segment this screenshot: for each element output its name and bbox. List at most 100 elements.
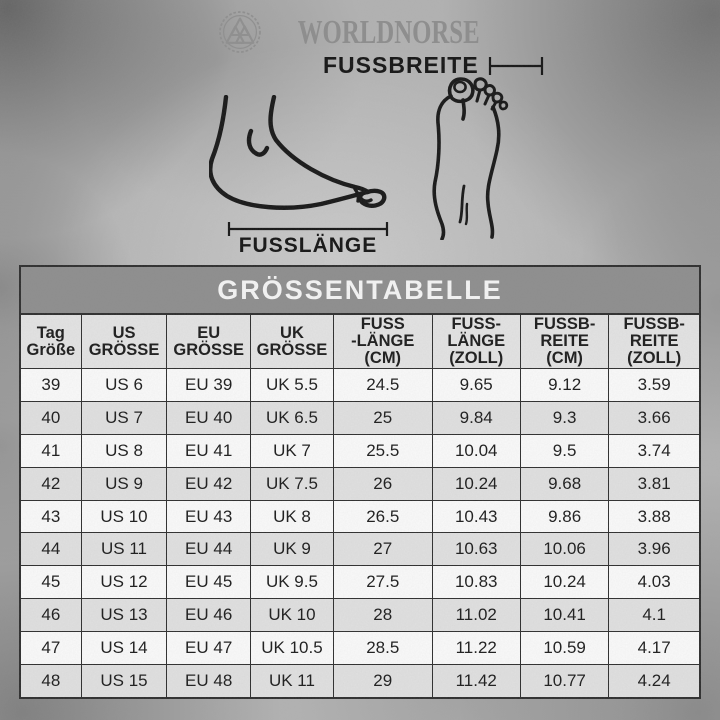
table-cell: 24.5 xyxy=(332,368,433,402)
table-cell: 9.84 xyxy=(431,400,521,435)
table-cell: 4.03 xyxy=(608,565,701,600)
brand-header: WORLDNORSE xyxy=(0,8,720,56)
table-cell: 11.42 xyxy=(431,664,521,699)
table-row-41: 41 US 8 EU 41 UK 7 25.5 10.04 9.5 3.74 xyxy=(19,433,701,468)
table-cell: 3.59 xyxy=(608,368,701,402)
table-cell: 26 xyxy=(332,466,433,501)
table-cell: 10.63 xyxy=(431,532,521,567)
table-row-45: 45 US 12 EU 45 UK 9.5 27.5 10.83 10.24 4.03 xyxy=(19,565,701,600)
table-cell: 26.5 xyxy=(332,499,433,534)
table-cell: 10.41 xyxy=(519,598,610,633)
table-cell: US 12 xyxy=(80,565,168,600)
table-cell: EU 45 xyxy=(166,565,251,600)
table-cell: 43 xyxy=(19,499,82,534)
column-header-tag-groesse: Tag Größe xyxy=(19,313,82,369)
table-cell: 44 xyxy=(19,532,82,567)
table-cell: 25 xyxy=(332,400,433,435)
table-cell: 28 xyxy=(332,598,433,633)
table-cell: 25.5 xyxy=(332,433,433,468)
valknut-icon xyxy=(218,11,261,53)
table-cell: UK 7 xyxy=(249,433,334,468)
column-header-us-groesse: US GRÖSSE xyxy=(80,313,168,369)
table-cell: 10.59 xyxy=(519,631,610,666)
table-cell: 28.5 xyxy=(332,631,433,666)
table-row-44: 44 US 11 EU 44 UK 9 27 10.63 10.06 3.96 xyxy=(19,532,701,567)
table-cell: US 14 xyxy=(80,631,168,666)
table-cell: EU 48 xyxy=(166,664,251,699)
table-cell: US 9 xyxy=(80,466,168,501)
table-cell: 10.24 xyxy=(431,466,521,501)
foot-length-label: FUSSLÄNGE xyxy=(238,234,378,257)
table-cell: 9.86 xyxy=(519,499,610,534)
table-cell: 9.65 xyxy=(431,368,521,402)
table-row-39: 39 US 6 EU 39 UK 5.5 24.5 9.65 9.12 3.59 xyxy=(19,368,701,402)
table-cell: 10.83 xyxy=(431,565,521,600)
foot-width-label: FUSSBREITE xyxy=(323,52,479,78)
table-cell: 4.24 xyxy=(608,664,701,699)
side-foot-illustration xyxy=(209,95,387,210)
table-cell: 10.77 xyxy=(519,664,610,699)
table-row-43: 43 US 10 EU 43 UK 8 26.5 10.43 9.86 3.88 xyxy=(19,499,701,534)
table-cell: EU 46 xyxy=(166,598,251,633)
brand-name: WORLDNORSE xyxy=(297,12,480,51)
table-cell: 9.3 xyxy=(519,400,610,435)
foot-width-annotation: FUSSBREITE xyxy=(323,52,545,79)
table-cell: 11.22 xyxy=(431,631,521,666)
size-table-grid: Tag Größe US GRÖSSE EU GRÖSSE UK GRÖSSE FUSS -LÄN… xyxy=(19,313,701,699)
table-cell: UK 8 xyxy=(249,499,334,534)
table-cell: UK 10 xyxy=(249,598,334,633)
column-header-fussbreite-zoll: FUSSB- REITE (ZOLL) xyxy=(608,313,701,369)
table-cell: 3.88 xyxy=(608,499,701,534)
top-foot-illustration xyxy=(432,77,509,240)
table-row-48: 48 US 15 EU 48 UK 11 29 11.42 10.77 4.24 xyxy=(19,664,701,699)
table-row-40: 40 US 7 EU 40 UK 6.5 25 9.84 9.3 3.66 xyxy=(19,400,701,435)
column-header-fusslaenge-cm: FUSS -LÄNGE (CM) xyxy=(332,313,433,369)
table-cell: 10.04 xyxy=(431,433,521,468)
table-cell: 4.17 xyxy=(608,631,701,666)
table-cell: EU 40 xyxy=(166,400,251,435)
table-cell: US 10 xyxy=(80,499,168,534)
table-cell: UK 5.5 xyxy=(249,368,334,402)
size-table-title: GRÖSSENTABELLE xyxy=(19,265,701,313)
table-cell: 3.66 xyxy=(608,400,701,435)
column-header-uk-groesse: UK GRÖSSE xyxy=(249,313,334,369)
table-cell: UK 10.5 xyxy=(249,631,334,666)
table-row-46: 46 US 13 EU 46 UK 10 28 11.02 10.41 4.1 xyxy=(19,598,701,633)
table-cell: 29 xyxy=(332,664,433,699)
table-cell: 46 xyxy=(19,598,82,633)
table-cell: US 7 xyxy=(80,400,168,435)
table-cell: UK 11 xyxy=(249,664,334,699)
table-cell: US 15 xyxy=(80,664,168,699)
table-cell: 9.68 xyxy=(519,466,610,501)
table-cell: 47 xyxy=(19,631,82,666)
column-header-fusslaenge-zoll: FUSS- LÄNGE (ZOLL) xyxy=(431,313,521,369)
table-cell: 48 xyxy=(19,664,82,699)
table-cell: US 13 xyxy=(80,598,168,633)
table-cell: US 8 xyxy=(80,433,168,468)
table-cell: EU 41 xyxy=(166,433,251,468)
column-header-eu-groesse: EU GRÖSSE xyxy=(166,313,251,369)
table-cell: US 11 xyxy=(80,532,168,567)
column-header-fussbreite-cm: FUSSB- REITE (CM) xyxy=(519,313,610,369)
size-table: GRÖSSENTABELLE Tag Größe US GRÖSSE EU GRÖSSE U… xyxy=(19,265,701,699)
table-cell: 10.43 xyxy=(431,499,521,534)
width-measure-bracket-icon xyxy=(488,56,543,75)
table-cell: 40 xyxy=(19,400,82,435)
table-cell: EU 43 xyxy=(166,499,251,534)
size-table-head-row: Tag Größe US GRÖSSE EU GRÖSSE UK GRÖSSE FUSS -LÄN… xyxy=(19,313,701,369)
table-row-47: 47 US 14 EU 47 UK 10.5 28.5 11.22 10.59 4.17 xyxy=(19,631,701,666)
table-cell: 41 xyxy=(19,433,82,468)
table-cell: 10.06 xyxy=(519,532,610,567)
table-cell: US 6 xyxy=(80,368,168,402)
table-cell: UK 7.5 xyxy=(249,466,334,501)
table-cell: 3.96 xyxy=(608,532,701,567)
table-cell: 10.24 xyxy=(519,565,610,600)
table-cell: 27.5 xyxy=(332,565,433,600)
table-row-42: 42 US 9 EU 42 UK 7.5 26 10.24 9.68 3.81 xyxy=(19,466,701,501)
table-cell: 42 xyxy=(19,466,82,501)
table-cell: 27 xyxy=(332,532,433,567)
table-cell: 45 xyxy=(19,565,82,600)
table-cell: 4.1 xyxy=(608,598,701,633)
